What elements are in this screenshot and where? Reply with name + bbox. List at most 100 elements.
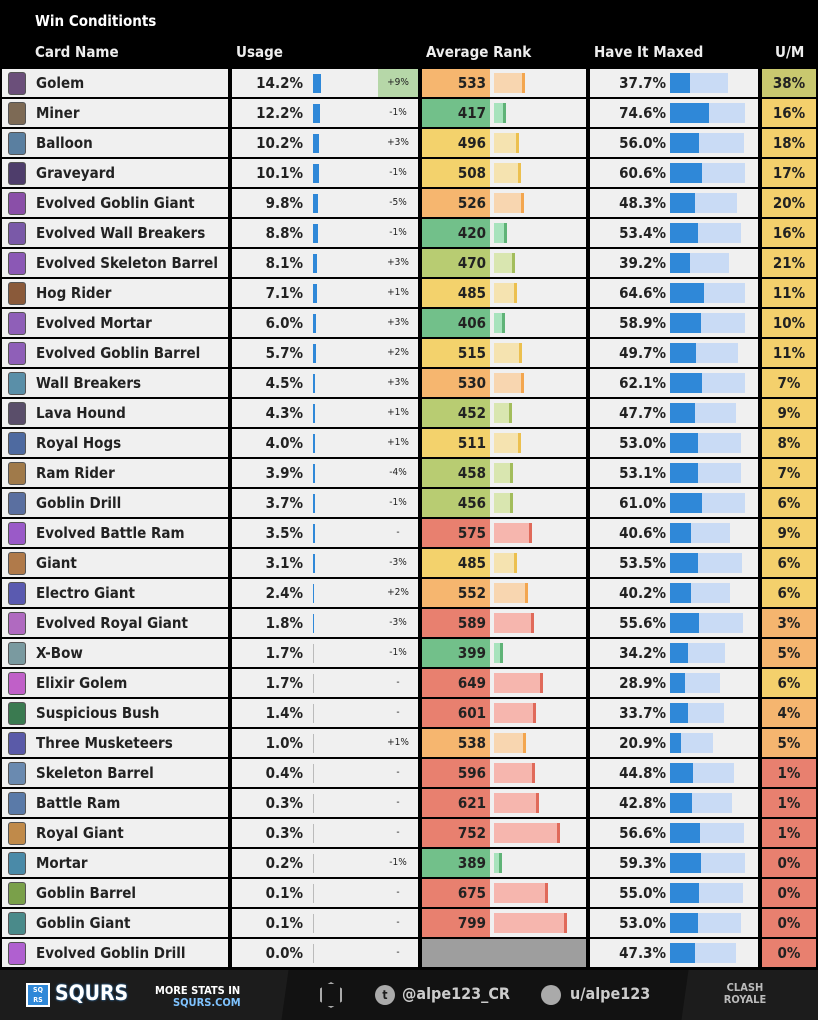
usage-percent: 3.5% <box>265 524 303 542</box>
average-rank-value: 621 <box>422 789 490 817</box>
average-rank-value: 533 <box>422 69 490 97</box>
card-icon <box>8 852 26 875</box>
header-average-rank: Average Rank <box>426 43 532 61</box>
card-name-cell: Giant <box>2 549 228 577</box>
table-row: Evolved Goblin Giant 9.8% -5% 526 48.3% … <box>0 188 818 218</box>
usage-cell: 2.4% +2% <box>232 579 418 607</box>
have-it-maxed-cell: 56.0% <box>590 129 758 157</box>
usage-cell: 10.2% +3% <box>232 129 418 157</box>
have-it-maxed-cell: 62.1% <box>590 369 758 397</box>
average-rank-cell: 496 <box>422 129 586 157</box>
average-rank-bar <box>494 763 535 783</box>
usage-change: - <box>396 767 400 778</box>
average-rank-bar <box>494 853 502 873</box>
maxed-bar <box>670 553 698 573</box>
table-row: Lava Hound 4.3% +1% 452 47.7% 9% <box>0 398 818 428</box>
maxed-bar <box>670 163 702 183</box>
table-row: Giant 3.1% -3% 485 53.5% 6% <box>0 548 818 578</box>
maxed-percent: 40.6% <box>619 524 666 542</box>
usage-bar <box>313 194 319 213</box>
table-row: Suspicious Bush 1.4% - 601 33.7% 4% <box>0 698 818 728</box>
card-icon <box>8 792 26 815</box>
rank-bar-marker <box>514 553 518 573</box>
usage-bar <box>313 884 314 903</box>
um-value: 4% <box>762 699 816 727</box>
average-rank-cell: 399 <box>422 639 586 667</box>
average-rank-cell: 485 <box>422 279 586 307</box>
maxed-bar <box>670 883 699 903</box>
table-row: Mortar 0.2% -1% 389 59.3% 0% <box>0 848 818 878</box>
usage-change: - <box>396 797 400 808</box>
card-name-cell: Miner <box>2 99 228 127</box>
rank-bar-marker <box>521 373 525 393</box>
site-link[interactable]: SQURS.COM <box>173 996 241 1009</box>
maxed-percent: 74.6% <box>619 104 666 122</box>
table-row: Evolved Skeleton Barrel 8.1% +3% 470 39.… <box>0 248 818 278</box>
average-rank-bar <box>494 343 522 363</box>
card-name-cell: Royal Giant <box>2 819 228 847</box>
maxed-bar <box>670 103 709 123</box>
average-rank-cell <box>422 939 586 967</box>
card-name-cell: X-Bow <box>2 639 228 667</box>
um-value: 7% <box>762 369 816 397</box>
card-name-cell: Evolved Mortar <box>2 309 228 337</box>
rank-bar-marker <box>540 673 544 693</box>
usage-change: -3% <box>389 617 407 628</box>
have-it-maxed-cell: 42.8% <box>590 789 758 817</box>
average-rank-cell: 538 <box>422 729 586 757</box>
table-row: Evolved Battle Ram 3.5% - 575 40.6% 9% <box>0 518 818 548</box>
usage-percent: 0.1% <box>265 884 303 902</box>
rank-bar-marker <box>514 283 518 303</box>
reddit-handle[interactable]: u/alpe123 <box>570 984 651 1003</box>
usage-percent: 6.0% <box>265 314 303 332</box>
card-icon <box>8 192 26 215</box>
maxed-percent: 53.5% <box>619 554 666 572</box>
reddit-icon <box>541 985 561 1005</box>
card-icon <box>8 72 26 95</box>
average-rank-bar <box>494 643 504 663</box>
table-row: Three Musketeers 1.0% +1% 538 20.9% 5% <box>0 728 818 758</box>
usage-change: +1% <box>387 287 409 298</box>
usage-cell: 0.3% - <box>232 789 418 817</box>
usage-change: +2% <box>387 347 409 358</box>
card-name: Evolved Goblin Barrel <box>36 344 201 362</box>
maxed-percent: 53.0% <box>619 434 666 452</box>
average-rank-bar <box>494 253 515 273</box>
usage-change: +3% <box>387 317 409 328</box>
average-rank-cell: 456 <box>422 489 586 517</box>
average-rank-value: 596 <box>422 759 490 787</box>
card-icon <box>8 552 26 575</box>
um-value: 6% <box>762 579 816 607</box>
table-row: Evolved Mortar 6.0% +3% 406 58.9% 10% <box>0 308 818 338</box>
average-rank-cell: 799 <box>422 909 586 937</box>
card-name-cell: Evolved Goblin Drill <box>2 939 228 967</box>
table-row: Battle Ram 0.3% - 621 42.8% 1% <box>0 788 818 818</box>
usage-bar <box>313 464 316 483</box>
maxed-percent: 53.0% <box>619 914 666 932</box>
average-rank-bar <box>494 613 534 633</box>
usage-percent: 10.1% <box>256 164 303 182</box>
usage-cell: 7.1% +1% <box>232 279 418 307</box>
average-rank-cell: 675 <box>422 879 586 907</box>
average-rank-bar <box>494 283 518 303</box>
table-row: Skeleton Barrel 0.4% - 596 44.8% 1% <box>0 758 818 788</box>
usage-percent: 4.5% <box>265 374 303 392</box>
maxed-bar <box>670 373 703 393</box>
card-icon <box>8 432 26 455</box>
maxed-bar <box>670 763 694 783</box>
card-name: Royal Hogs <box>36 434 122 452</box>
card-icon <box>8 342 26 365</box>
rank-bar-marker <box>515 133 519 153</box>
twitter-handle[interactable]: @alpe123_CR <box>402 984 510 1003</box>
card-name-cell: Graveyard <box>2 159 228 187</box>
table-row: Hog Rider 7.1% +1% 485 64.6% 11% <box>0 278 818 308</box>
average-rank-cell: 508 <box>422 159 586 187</box>
clash-royale-logo: CLASH ROYALE <box>723 981 767 1006</box>
maxed-percent: 42.8% <box>619 794 666 812</box>
card-icon <box>8 252 26 275</box>
card-name: Battle Ram <box>36 794 121 812</box>
card-name: Balloon <box>36 134 93 152</box>
footer: SQ RS SQURS MORE STATS IN SQURS.COM t @a… <box>0 970 818 1020</box>
usage-percent: 1.0% <box>265 734 303 752</box>
maxed-bar <box>670 253 691 273</box>
